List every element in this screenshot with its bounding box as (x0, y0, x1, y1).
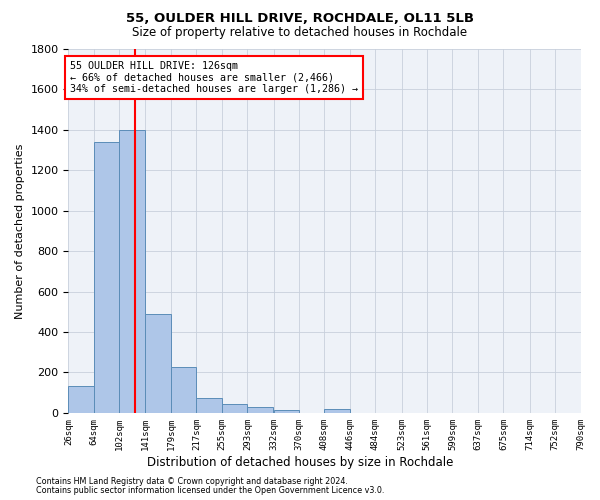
Y-axis label: Number of detached properties: Number of detached properties (15, 144, 25, 318)
Bar (145, 314, 171, 413)
Bar (119, 130, 145, 413)
Text: Distribution of detached houses by size in Rochdale: Distribution of detached houses by size … (147, 456, 453, 469)
Bar (222, 404, 247, 413)
Text: Size of property relative to detached houses in Rochdale: Size of property relative to detached ho… (133, 26, 467, 39)
Bar (68, 386, 94, 413)
Bar (196, 398, 222, 413)
Bar (325, 409, 350, 413)
Bar (247, 407, 273, 413)
Text: Contains public sector information licensed under the Open Government Licence v3: Contains public sector information licen… (36, 486, 385, 495)
Bar (274, 410, 299, 413)
Text: 55 OULDER HILL DRIVE: 126sqm
← 66% of detached houses are smaller (2,466)
34% of: 55 OULDER HILL DRIVE: 126sqm ← 66% of de… (70, 61, 358, 94)
Bar (171, 368, 196, 413)
Text: Contains HM Land Registry data © Crown copyright and database right 2024.: Contains HM Land Registry data © Crown c… (36, 477, 348, 486)
Text: 55, OULDER HILL DRIVE, ROCHDALE, OL11 5LB: 55, OULDER HILL DRIVE, ROCHDALE, OL11 5L… (126, 12, 474, 26)
Bar (94, 142, 119, 413)
